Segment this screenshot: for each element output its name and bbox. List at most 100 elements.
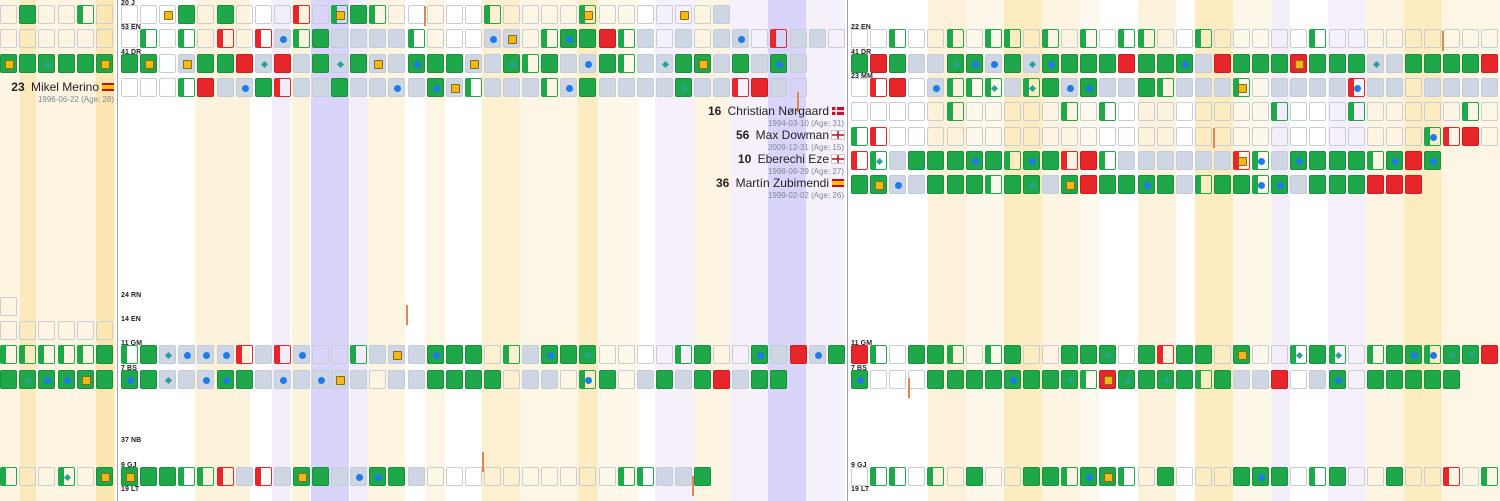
row-label: 19 LT — [851, 486, 870, 493]
draw-cell — [407, 369, 425, 389]
win-cell — [751, 369, 769, 389]
win-cell — [426, 77, 444, 97]
column-band — [368, 0, 405, 501]
goal-marker — [1086, 84, 1094, 92]
minutes-fill — [332, 6, 338, 23]
win-cell — [483, 369, 501, 389]
win-cell — [1233, 345, 1250, 365]
draw-cell — [292, 345, 310, 365]
minutes-fill — [236, 346, 242, 364]
win-cell — [216, 53, 234, 73]
minutes-fill — [217, 467, 223, 485]
minutes-fill — [1, 467, 6, 485]
column-band — [655, 0, 695, 501]
column-band — [1328, 0, 1366, 501]
goal-marker — [1258, 157, 1266, 165]
draw-cell — [1481, 77, 1499, 97]
empty-cell — [1233, 126, 1250, 146]
partial-win-cell — [331, 5, 349, 24]
empty-cell — [159, 53, 177, 73]
draw-cell — [369, 53, 387, 73]
draw-cell — [369, 77, 387, 97]
partial-loss-cell — [1061, 150, 1079, 170]
partial-win-cell — [1003, 150, 1021, 170]
minutes-fill — [580, 370, 586, 388]
empty-cell — [1252, 77, 1270, 97]
goal-marker — [298, 352, 306, 360]
partial-win-cell — [870, 345, 888, 365]
partial-win-cell — [984, 175, 1002, 195]
draw-cell — [235, 466, 253, 486]
empty-cell — [76, 320, 94, 340]
empty-cell — [1022, 345, 1040, 365]
draw-cell — [197, 345, 215, 365]
player-name: Max Dowman — [752, 128, 829, 142]
draw-cell — [1194, 77, 1212, 97]
event-tick — [908, 378, 910, 398]
event-tick — [1213, 128, 1215, 148]
column-band — [292, 0, 310, 501]
empty-cell — [1137, 466, 1155, 486]
draw-cell — [235, 77, 253, 97]
win-cell — [235, 369, 253, 389]
minutes-fill — [871, 151, 877, 169]
draw-cell — [1271, 77, 1289, 97]
win-cell — [1328, 466, 1346, 486]
yellow-card-marker — [297, 472, 307, 482]
win-cell — [1099, 466, 1117, 486]
loss-cell — [1271, 369, 1289, 389]
minutes-fill — [523, 54, 529, 72]
assist-marker — [1124, 376, 1132, 384]
partial-loss-cell — [732, 77, 750, 97]
draw-cell — [388, 53, 406, 73]
partial-win-cell — [369, 5, 387, 24]
win-cell — [1404, 53, 1422, 73]
empty-cell — [0, 296, 17, 316]
partial-win-cell — [76, 5, 94, 24]
draw-cell — [331, 369, 349, 389]
win-cell — [1443, 53, 1461, 73]
empty-cell — [908, 29, 926, 49]
win-cell — [541, 345, 559, 365]
minutes-fill — [179, 30, 185, 48]
empty-cell — [1424, 466, 1441, 486]
goal-marker — [1028, 157, 1036, 165]
win-cell — [445, 53, 463, 73]
partial-win-cell — [464, 77, 482, 97]
draw-cell — [789, 53, 807, 73]
draw-cell — [655, 53, 673, 73]
goal-marker — [44, 376, 52, 384]
empty-cell — [426, 466, 444, 486]
partial-win-cell — [178, 29, 196, 49]
draw-cell — [1271, 150, 1289, 170]
empty-cell — [1404, 29, 1422, 49]
win-cell — [851, 369, 868, 389]
win-cell — [1213, 175, 1231, 195]
minutes-fill — [274, 346, 280, 364]
draw-cell — [178, 53, 196, 73]
goal-marker — [279, 376, 287, 384]
draw-cell — [388, 345, 406, 365]
yellow-card-marker — [1104, 375, 1114, 385]
draw-cell — [1118, 77, 1136, 97]
win-cell — [560, 345, 578, 365]
partial-win-cell — [541, 29, 559, 49]
empty-cell — [38, 29, 56, 49]
win-cell — [1080, 345, 1098, 365]
empty-cell — [0, 29, 17, 49]
win-cell — [751, 345, 769, 365]
win-cell — [1003, 53, 1021, 73]
empty-cell — [1366, 466, 1384, 486]
empty-cell — [140, 77, 158, 97]
minutes-fill — [77, 346, 83, 364]
win-cell — [1003, 369, 1021, 389]
win-cell — [1213, 369, 1231, 389]
win-cell — [927, 345, 945, 365]
column-band — [195, 0, 250, 501]
partial-loss-cell — [1347, 77, 1365, 97]
player-birthdate: 1998-06-29 (Age: 27) — [767, 167, 844, 176]
player-name: Mikel Merino — [27, 80, 99, 94]
draw-cell — [636, 77, 654, 97]
empty-cell — [1290, 102, 1308, 122]
draw-cell — [1290, 77, 1308, 97]
